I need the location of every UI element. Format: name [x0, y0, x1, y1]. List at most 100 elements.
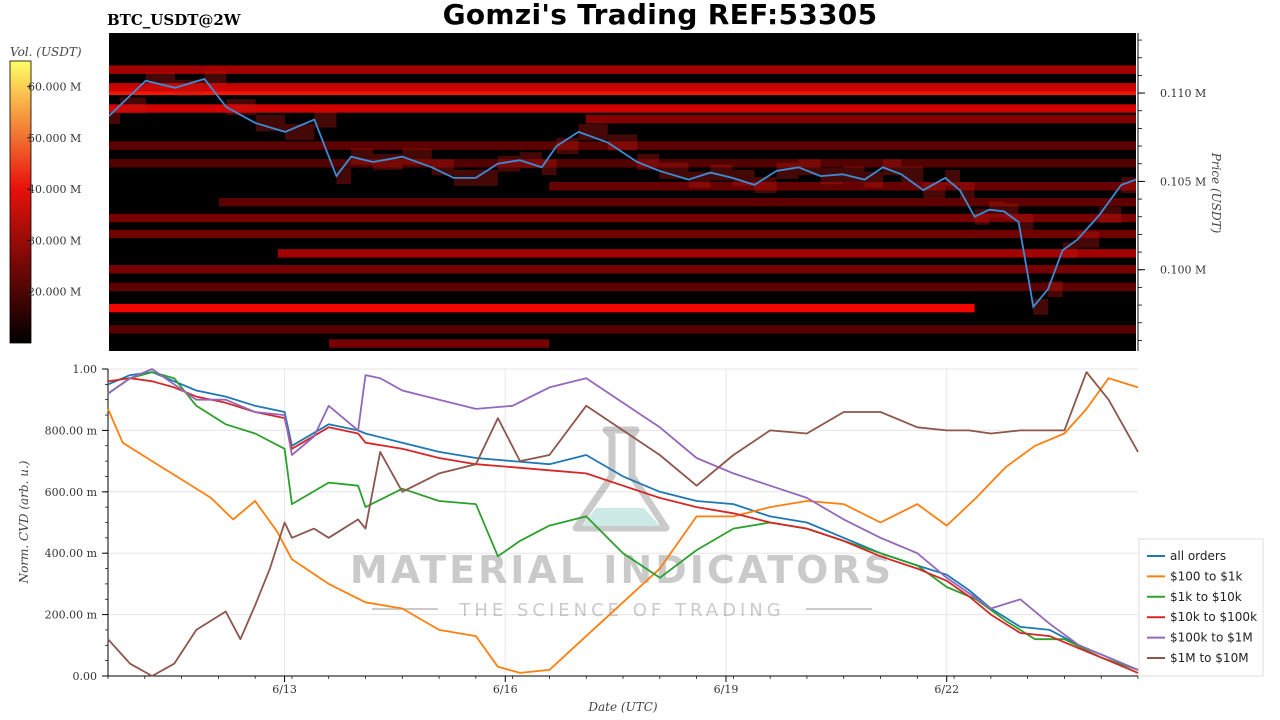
price-heat-cell [145, 72, 176, 89]
price-heat-cell [109, 108, 121, 125]
price-heat-cell [556, 138, 579, 155]
price-heat-cell [1062, 242, 1078, 259]
price-heat-cell [314, 111, 337, 128]
liquidity-band [109, 229, 1136, 239]
liquidity-band [277, 249, 1136, 258]
y-tick-label: 1.00 [73, 363, 98, 376]
liquidity-band [109, 265, 1136, 274]
price-heat-cell [754, 176, 777, 193]
watermark-brand: MATERIAL INDICATORS [350, 548, 894, 592]
liquidity-band [109, 213, 1136, 223]
price-line [109, 77, 1136, 309]
legend-box [1138, 538, 1264, 677]
price-heat-cell [120, 97, 146, 114]
liquidity-band [549, 182, 1136, 191]
legend-label: $100 to $1k [1170, 569, 1242, 583]
price-heat-cell [204, 70, 227, 87]
y-tick-label: 400.00 m [45, 547, 98, 560]
price-heat-cell [255, 115, 286, 132]
liquidity-band [219, 197, 1136, 207]
price-heat-cell [1018, 214, 1034, 231]
liquidity-band [109, 104, 1136, 113]
chart-title: Gomzi's Trading REF:53305 [442, 0, 878, 31]
heat-cells [109, 65, 1136, 348]
price-axis-title: Price (USDT) [1209, 152, 1223, 234]
legend: all orders $100 to $1k $1k to $10k $10k to … [1138, 538, 1264, 677]
price-heat-cell [798, 159, 821, 176]
price-heat-cell [732, 169, 755, 186]
price-heat-cell [637, 153, 660, 170]
price-heat-cell [578, 123, 608, 140]
price-heat-cell [497, 155, 520, 172]
price-tick-label: 0.110 M [1160, 87, 1206, 100]
series-line--1k-to-10k [107, 371, 1139, 671]
colorbar-tick-label: 40.000 M [28, 183, 81, 196]
x-tick-label: 6/22 [934, 683, 959, 696]
liquidity-band [109, 282, 1136, 292]
price-heat-cell [974, 208, 990, 225]
x-tick-label: 6/19 [714, 683, 739, 696]
legend-label: $10k to $100k [1170, 610, 1257, 624]
y-tick-label: 200.00 m [45, 609, 98, 622]
flask-liquid [582, 508, 660, 526]
colorbar-title: Vol. (USDT) [10, 45, 82, 59]
liquidity-band [585, 114, 1136, 124]
legend-label: $1M to $10M [1170, 651, 1249, 665]
price-tick-label: 0.100 M [1160, 264, 1206, 277]
series-line--1m-to-10m [107, 371, 1139, 677]
legend-label: all orders [1170, 549, 1226, 563]
flask-icon [572, 426, 670, 532]
price-heat-cell [776, 162, 799, 179]
legend-label: $1k to $10k [1170, 590, 1242, 604]
y-tick-label: 800.00 m [45, 424, 98, 437]
price-heat-cell [688, 171, 711, 188]
cvd-line-chart: MATERIAL INDICATORS THE SCIENCE OF TRADIN… [17, 363, 1264, 714]
price-heat-cell [1003, 203, 1019, 220]
legend-label: $100k to $1M [1170, 631, 1253, 645]
series-line--100k-to-1m [107, 368, 1139, 671]
price-heat-cell [226, 99, 256, 116]
series-line-all-orders [107, 371, 1139, 671]
price-heat-cell [1099, 206, 1122, 223]
liquidity-band [109, 65, 1136, 74]
colorbar-tick-label: 60.000 M [28, 81, 81, 94]
liquidity-band [109, 159, 1136, 168]
liquidity-band [109, 303, 975, 313]
price-heat-cell [175, 79, 205, 96]
price-heat-cell [659, 162, 689, 179]
y-tick-label: 600.00 m [45, 486, 98, 499]
price-heat-cell [959, 182, 975, 199]
price-heat-cell [1077, 231, 1100, 248]
price-heat-cell [431, 159, 454, 176]
liquidity-band [109, 325, 1136, 334]
colorbar-tick-label: 50.000 M [28, 132, 81, 145]
liquidity-band [109, 141, 1136, 150]
price-heat-cell [519, 152, 542, 169]
colorbar-tick-label: 20.000 M [28, 286, 81, 299]
price-heat-cell [1047, 281, 1063, 298]
colorbar-tick-label: 30.000 M [28, 234, 81, 247]
y-axis-title: Norm. CVD (arb. u.) [17, 460, 31, 584]
price-heat-cell [475, 169, 498, 186]
liquidity-band [109, 83, 1136, 92]
watermark: MATERIAL INDICATORS THE SCIENCE OF TRADIN… [350, 426, 894, 621]
price-heat-cell [882, 159, 902, 176]
x-tick-label: 6/13 [272, 683, 297, 696]
heatmap-chart: 0.100 M 0.105 M 0.110 M Price (USDT) Vol. (U… [9, 33, 1223, 351]
price-heat-cell [541, 159, 557, 176]
watermark-tagline: THE SCIENCE OF TRADING [458, 600, 784, 621]
series-line--10k-to-100k [107, 377, 1139, 674]
heatmap-background [109, 33, 1136, 351]
price-heat-cell [607, 134, 638, 151]
price-heat-cell [336, 168, 352, 185]
price-heat-cell [901, 166, 924, 183]
price-heat-cell [1033, 298, 1048, 315]
series-line--100-to-1k [107, 377, 1139, 674]
liquidity-band [329, 339, 550, 348]
price-heat-cell [402, 148, 432, 165]
symbol-label: BTC_USDT@2W [107, 11, 241, 29]
x-axis-title: Date (UTC) [587, 700, 657, 714]
y-tick-label: 0.00 [73, 670, 98, 683]
price-tick-label: 0.105 M [1160, 175, 1206, 188]
colorbar [9, 60, 32, 344]
